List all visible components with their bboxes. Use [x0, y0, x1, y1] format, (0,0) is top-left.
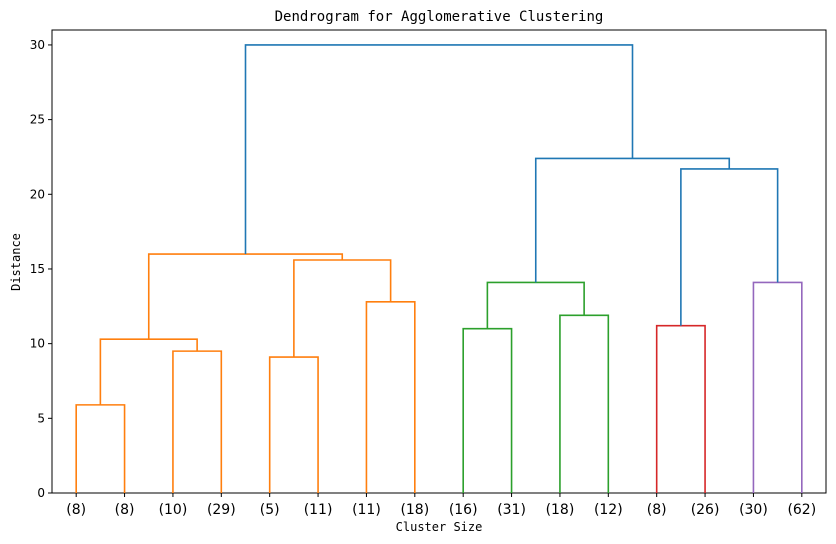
x-tick-label: (11) — [304, 502, 333, 518]
x-tick-label: (16) — [449, 502, 478, 518]
x-tick-label: (26) — [691, 502, 720, 518]
y-tick-label: 15 — [30, 262, 45, 276]
x-tick-label: (18) — [546, 502, 575, 518]
x-tick-label: (30) — [739, 502, 768, 518]
x-tick-label: (8) — [115, 502, 135, 518]
y-tick-label: 25 — [30, 113, 45, 127]
chart-title: Dendrogram for Agglomerative Clustering — [275, 9, 604, 25]
y-tick-label: 10 — [30, 337, 45, 351]
dendrogram-link — [655, 324, 706, 493]
x-tick-label: (8) — [647, 502, 667, 518]
y-axis-ticks: 0 5 10 15 20 25 30 — [30, 38, 52, 500]
dendrogram-link — [752, 281, 803, 493]
x-tick-label: (31) — [497, 502, 526, 518]
x-tick-label: (29) — [207, 502, 236, 518]
x-tick-label: (11) — [352, 502, 381, 518]
x-tick-label: (12) — [594, 502, 623, 518]
x-axis-label: Cluster Size — [396, 520, 483, 534]
x-tick-label: (10) — [159, 502, 188, 518]
y-tick-label: 5 — [37, 411, 45, 425]
x-tick-label: (8) — [66, 502, 86, 518]
plot-area — [51, 29, 827, 494]
y-tick-label: 20 — [30, 187, 45, 201]
dendrogram-link — [559, 314, 610, 493]
dendrogram-link — [244, 44, 634, 255]
dendrogram-link — [99, 338, 198, 405]
x-tick-label: (5) — [260, 502, 280, 518]
dendrogram-link — [75, 404, 126, 493]
dendrogram-links — [75, 44, 803, 493]
y-axis-label: Distance — [9, 233, 23, 291]
dendrogram-link — [172, 350, 223, 493]
dendrogram-link — [462, 327, 513, 493]
x-tick-label: (62) — [787, 502, 816, 518]
dendrogram-link — [486, 281, 585, 329]
dendrogram-link — [365, 301, 416, 493]
y-tick-label: 30 — [30, 38, 45, 52]
x-tick-label: (18) — [400, 502, 429, 518]
y-tick-label: 0 — [37, 486, 45, 500]
x-axis-ticks: (8) (8) (10) (29) (5) (11) (11) (18) (16) (31) (18… — [66, 493, 816, 518]
